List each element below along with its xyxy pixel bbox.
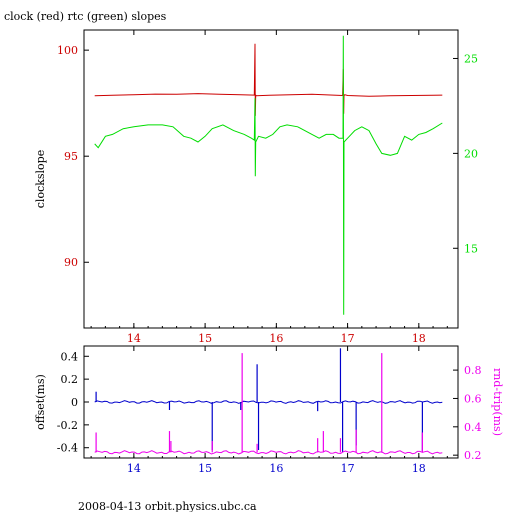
y2-tick-label: 0.4	[464, 421, 482, 434]
y2-tick-label: 25	[464, 52, 478, 65]
y-tick-label: -0.2	[57, 419, 78, 432]
x-tick-label: 14	[127, 332, 141, 345]
footer-label: 2008-04-13 orbit.physics.ubc.ca	[78, 500, 257, 512]
y-tick-label: 0.2	[61, 373, 79, 386]
top-chart-title: clock (red) rtc (green) slopes	[4, 10, 167, 23]
y2-tick-label: 0.8	[464, 364, 482, 377]
top-panel: clockslope 14 15 16 17 18 90 95 100 15 20 25	[34, 29, 478, 345]
x-tick-label: 15	[198, 462, 212, 475]
series-line-offset	[94, 400, 443, 404]
y2-tick-label: 20	[464, 147, 478, 160]
x-tick-label: 16	[269, 462, 283, 475]
y-tick-label: 95	[64, 150, 78, 163]
y2-tick-label: 15	[464, 242, 478, 255]
x-tick-label: 16	[269, 332, 283, 345]
y-tick-label: 100	[57, 44, 78, 57]
y2-tick-label: 0.6	[464, 392, 482, 405]
bottom-panel: offset(ms) rnd-trip(ms) 14 15 16 17 18 -0.4 -0…	[34, 345, 504, 475]
x-tick-label: 14	[127, 462, 141, 475]
series-line-rnd-trip	[94, 450, 443, 455]
top-y-axis-label: clockslope	[34, 150, 47, 208]
x-tick-label: 18	[412, 462, 426, 475]
bottom-y-axis-label: offset(ms)	[34, 374, 47, 430]
y-tick-label: 0	[71, 396, 78, 409]
x-tick-label: 17	[341, 332, 355, 345]
bottom-y2-axis-label: rnd-trip(ms)	[491, 368, 504, 436]
y2-tick-label: 0.2	[464, 449, 482, 462]
x-tick-label: 18	[412, 332, 426, 345]
top-plot-frame	[83, 29, 459, 329]
series-line-clock	[94, 43, 443, 116]
y-tick-label: -0.4	[57, 442, 78, 455]
x-tick-label: 15	[198, 332, 212, 345]
x-tick-label: 17	[341, 462, 355, 475]
series-line-rtc	[94, 35, 443, 315]
y-tick-label: 0.4	[61, 350, 79, 363]
y-tick-label: 90	[64, 256, 78, 269]
